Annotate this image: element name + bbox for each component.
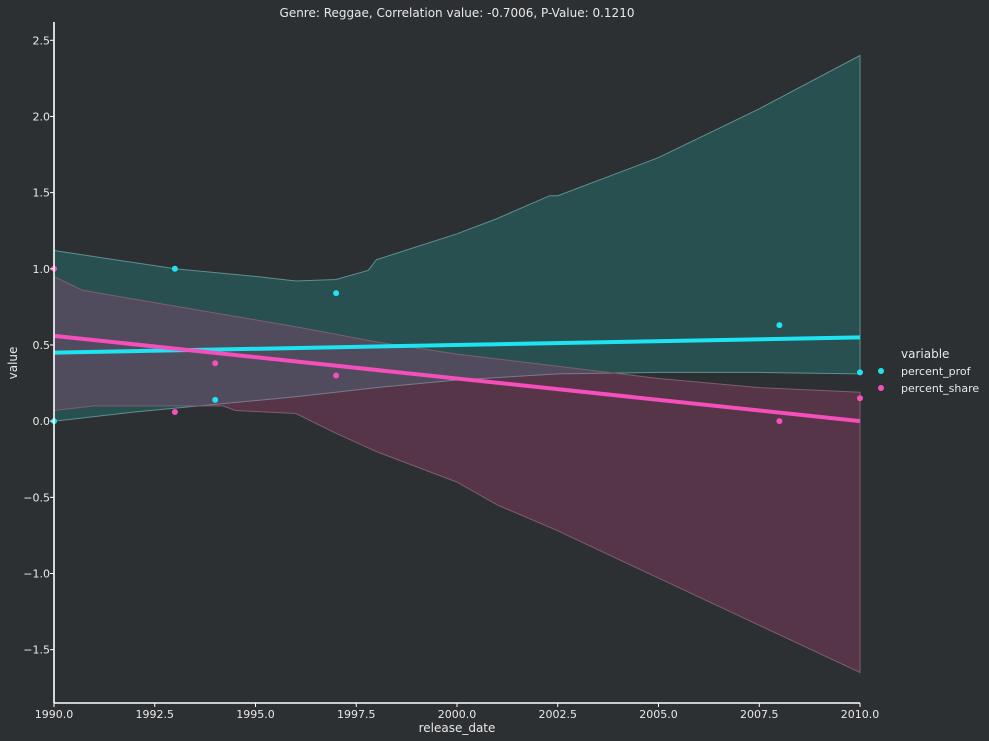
point-percent_share-3: [333, 372, 340, 379]
legend-marker-percent_prof: [878, 368, 884, 374]
y-ticks: −1.5 −1.0 −0.5 0.0 0.5 1.0 1.5 2.0 2.5: [23, 34, 54, 657]
x-tick-label: 2002.5: [539, 708, 578, 721]
x-tick-label: 1992.5: [136, 708, 175, 721]
legend-label-percent_share: percent_share: [901, 382, 979, 395]
y-tick-label: 1.0: [33, 263, 51, 276]
x-axis-label: release_date: [419, 721, 496, 735]
point-percent_prof-3: [333, 290, 340, 297]
y-tick-label: −1.5: [23, 644, 50, 657]
x-tick-label: 1990.0: [35, 708, 74, 721]
confidence-bands: [53, 54, 861, 674]
x-tick-label: 2000.0: [438, 708, 477, 721]
x-ticks: 1990.0 1992.5 1995.0 1997.5 2000.0 2002.5 2005…: [35, 703, 880, 721]
x-tick-label: 2010.0: [841, 708, 880, 721]
point-percent_share-5: [857, 395, 863, 402]
legend-marker-percent_share: [878, 385, 884, 391]
ci-band-percent_share: [53, 275, 861, 674]
y-tick-label: −1.0: [23, 568, 50, 581]
point-percent_prof-2: [212, 396, 219, 403]
ci-band-percent_prof: [53, 54, 861, 422]
point-percent_share-1: [171, 409, 178, 416]
y-tick-label: 2.5: [33, 34, 51, 47]
legend: variable percent_prof percent_share: [878, 347, 979, 395]
y-axis-label: value: [6, 347, 20, 380]
y-tick-label: 0.5: [33, 339, 51, 352]
point-percent_share-4: [776, 418, 783, 425]
regression-line-percent_share: [53, 333, 861, 424]
y-tick-label: 2.0: [33, 110, 51, 123]
x-tick-label: 2007.5: [740, 708, 779, 721]
point-percent_prof-5: [857, 369, 863, 376]
legend-label-percent_prof: percent_prof: [901, 365, 972, 378]
point-percent_prof-4: [776, 322, 783, 329]
x-tick-label: 2005.0: [639, 708, 678, 721]
scatter-points: [51, 265, 863, 425]
y-tick-label: 0.0: [33, 415, 51, 428]
x-tick-label: 1995.0: [236, 708, 275, 721]
regression-lines: [53, 333, 861, 424]
y-tick-label: 1.5: [33, 187, 51, 200]
point-percent_prof-1: [171, 265, 178, 272]
chart-title: Genre: Reggae, Correlation value: -0.700…: [280, 6, 635, 20]
y-tick-label: −0.5: [23, 491, 50, 504]
point-percent_share-2: [212, 360, 219, 367]
legend-title: variable: [901, 347, 949, 361]
x-tick-label: 1997.5: [337, 708, 376, 721]
